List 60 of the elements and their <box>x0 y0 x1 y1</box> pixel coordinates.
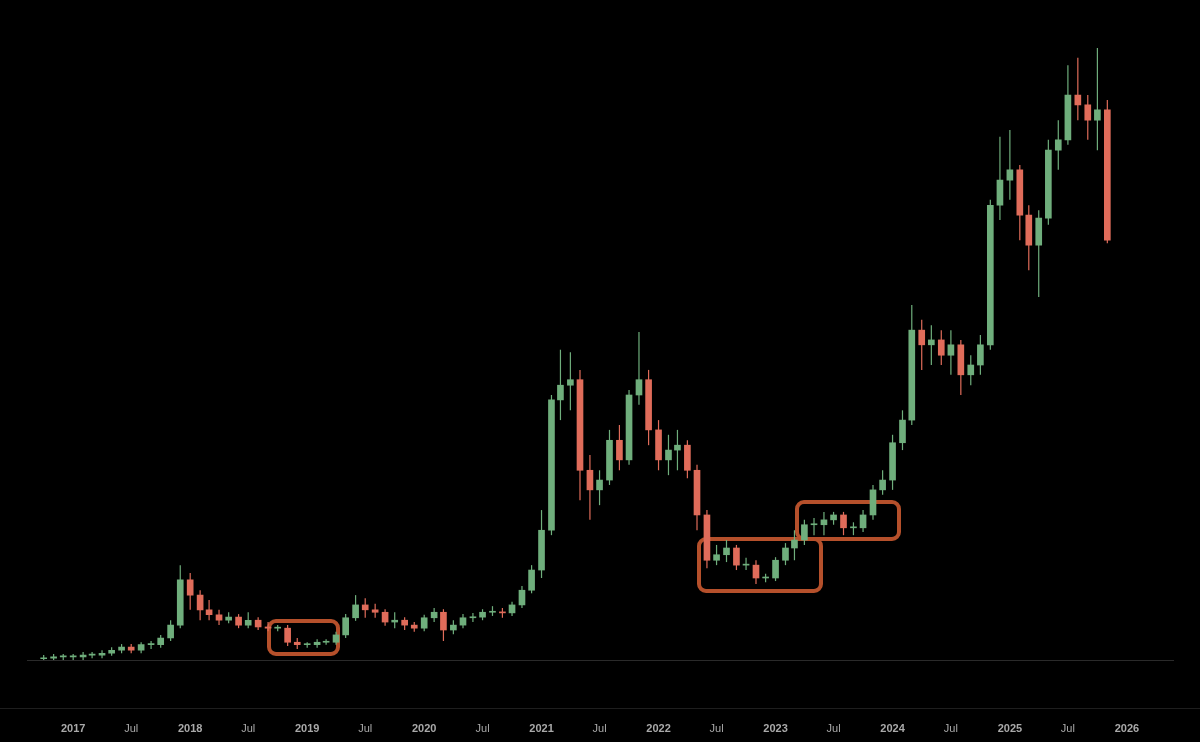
candlestick <box>205 599 213 621</box>
candlestick <box>147 640 155 650</box>
candlestick <box>733 544 740 571</box>
x-tick-label: Jul <box>943 721 958 734</box>
candlestick <box>782 542 789 566</box>
candlestick <box>1084 94 1092 141</box>
candlestick <box>918 319 926 371</box>
x-tick-label: Jul <box>475 721 490 734</box>
candlestick <box>665 434 672 476</box>
candlestick <box>284 624 291 647</box>
x-tick-label: 2021 <box>529 721 554 734</box>
x-tick-label: Jul <box>1060 721 1075 734</box>
x-tick-label: Jul <box>241 721 256 734</box>
candlestick <box>352 594 359 622</box>
x-tick-label: 2019 <box>294 721 320 734</box>
candlestick <box>937 329 945 366</box>
x-tick-label: 2023 <box>763 721 788 734</box>
candlestick <box>947 329 955 376</box>
candlestick <box>1054 119 1062 171</box>
candlestick <box>772 556 779 582</box>
candlestick <box>879 469 886 496</box>
candlestick <box>596 469 603 506</box>
candlestick <box>469 612 477 623</box>
candlestick <box>567 351 574 411</box>
x-tick-label: Jul <box>124 721 139 734</box>
x-tick-label: 2017 <box>60 721 86 734</box>
candlestick <box>167 619 174 642</box>
candlestick <box>899 409 906 451</box>
candlestick <box>967 354 975 386</box>
candlestick <box>1094 47 1101 151</box>
candlestick <box>557 349 564 421</box>
x-tick-label: 2025 <box>997 721 1023 734</box>
x-tick-label: 2024 <box>880 721 906 734</box>
candlestick <box>186 572 194 611</box>
candlestick <box>810 517 818 536</box>
x-tick-label: Jul <box>826 721 841 734</box>
x-tick-label: Jul <box>358 721 373 734</box>
candlestick <box>977 334 984 376</box>
candlestick <box>928 324 935 366</box>
candlestick <box>840 511 847 536</box>
x-tick-label: 2022 <box>646 721 671 734</box>
candlestick <box>635 331 643 406</box>
candlestick <box>791 529 798 561</box>
candlestick <box>723 539 730 563</box>
candlestick <box>440 608 447 642</box>
candlestick <box>1006 129 1014 201</box>
candlestick <box>713 544 720 566</box>
candlestick <box>264 621 272 632</box>
candlestick <box>361 597 369 619</box>
candlestick <box>322 638 330 646</box>
x-tick-label: Jul <box>709 721 724 734</box>
x-tick-label: Jul <box>592 721 607 734</box>
x-tick-label: 2020 <box>411 721 437 734</box>
x-tick-label: 2018 <box>177 721 203 734</box>
candlestick <box>528 564 535 594</box>
candlestick <box>616 424 623 471</box>
candlestick <box>674 429 681 471</box>
candlestick <box>801 519 808 546</box>
candlestick <box>342 613 349 639</box>
x-tick-label: 2026 <box>1114 721 1140 734</box>
